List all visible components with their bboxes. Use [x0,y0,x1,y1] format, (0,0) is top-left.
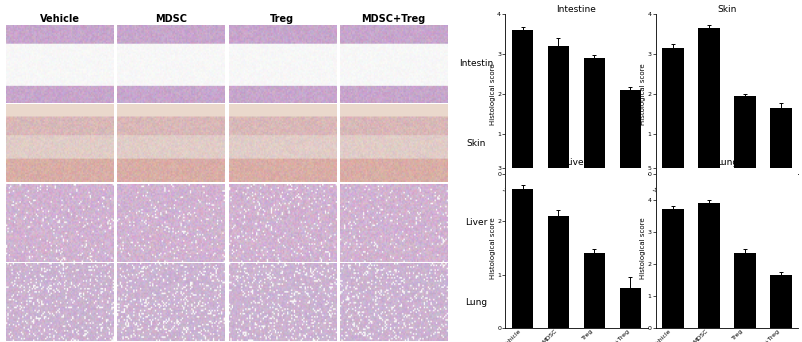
Title: Liver: Liver [565,158,588,168]
Bar [548,46,569,174]
Y-axis label: Histological score: Histological score [640,63,646,125]
Y-axis label: Histological score: Histological score [490,217,496,279]
Bar [584,58,606,174]
Text: MDSC+Treg: MDSC+Treg [362,14,426,24]
Bar [698,203,719,328]
Title: Skin: Skin [717,4,736,14]
Text: Vehicle: Vehicle [39,14,79,24]
Y-axis label: Histological score: Histological score [490,63,496,125]
Bar [770,108,792,174]
Bar [584,253,606,328]
Y-axis label: Histological score: Histological score [640,217,646,279]
Bar [548,216,569,328]
Text: MDSC: MDSC [155,14,187,24]
Bar [512,189,533,328]
Title: Intestine: Intestine [557,4,597,14]
Bar [662,48,683,174]
Bar [698,28,719,174]
Bar [620,288,641,328]
Title: Lung: Lung [715,158,738,168]
Bar [734,253,755,328]
Text: Lung: Lung [465,298,487,307]
Text: Liver: Liver [465,218,487,227]
Bar [662,209,683,328]
Text: Treg: Treg [270,14,294,24]
Text: Skin: Skin [466,139,486,148]
Bar [734,96,755,174]
Bar [512,30,533,174]
Text: Intestin: Intestin [459,59,493,68]
Bar [620,90,641,174]
Bar [770,275,792,328]
